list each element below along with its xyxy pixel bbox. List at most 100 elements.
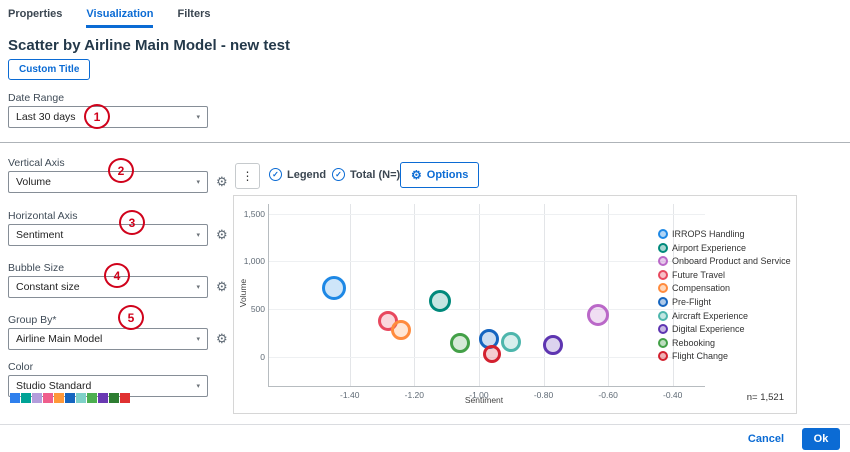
annotation-circle-3: 3 bbox=[119, 210, 145, 235]
scatter-bubble[interactable] bbox=[501, 331, 522, 352]
x-gridline bbox=[478, 204, 480, 386]
page-title: Scatter by Airline Main Model - new test bbox=[8, 37, 290, 54]
scatter-bubble[interactable] bbox=[543, 334, 564, 355]
color-swatch bbox=[76, 393, 86, 403]
horizontal-axis-select[interactable]: Sentiment ▾ bbox=[8, 224, 208, 246]
legend-marker-icon bbox=[658, 337, 668, 348]
legend-marker-icon bbox=[658, 296, 668, 307]
legend-marker-icon bbox=[658, 310, 668, 321]
legend-label: Onboard Product and Service bbox=[672, 256, 791, 267]
y-tick-label: 1,000 bbox=[243, 256, 265, 267]
vertical-axis-label: Vertical Axis bbox=[8, 157, 65, 169]
tab-properties[interactable]: Properties bbox=[8, 8, 63, 20]
gear-icon[interactable]: ⚙ bbox=[216, 227, 228, 242]
scatter-bubble[interactable] bbox=[391, 320, 412, 341]
plot-area: -1.40 -1.20 -1.00 -0.80 -0.60 -0.40 0 500 1,000 1… bbox=[244, 204, 705, 400]
x-tick-label: -0.60 bbox=[598, 390, 618, 400]
x-gridline bbox=[543, 204, 545, 386]
gear-icon[interactable]: ⚙ bbox=[216, 174, 228, 189]
date-range-value: Last 30 days bbox=[16, 111, 76, 123]
scatter-bubble[interactable] bbox=[587, 304, 610, 327]
scatter-bubble[interactable] bbox=[321, 276, 346, 301]
footer-divider bbox=[0, 424, 850, 425]
color-swatch bbox=[87, 393, 97, 403]
x-tick-label: -0.80 bbox=[533, 390, 554, 400]
legend-marker-icon bbox=[658, 324, 668, 335]
legend-item[interactable]: Onboard Product and Service bbox=[658, 256, 791, 267]
date-range-label: Date Range bbox=[8, 92, 65, 104]
tab-visualization[interactable]: Visualization bbox=[86, 8, 154, 28]
horizontal-axis-label: Horizontal Axis bbox=[8, 210, 78, 222]
tab-bar: Properties Visualization Filters bbox=[8, 8, 210, 28]
x-tick-label: -0.40 bbox=[663, 390, 683, 400]
legend-item[interactable]: Rebooking bbox=[658, 337, 791, 348]
kebab-menu-button[interactable]: ⋮ bbox=[235, 163, 260, 189]
total-toggle[interactable]: ✓ Total (N=) bbox=[332, 168, 400, 181]
group-by-value: Airline Main Model bbox=[16, 333, 103, 345]
chevron-down-icon: ▾ bbox=[196, 283, 200, 291]
chevron-down-icon: ▾ bbox=[196, 113, 200, 121]
legend-label: Rebooking bbox=[672, 337, 716, 348]
ok-button[interactable]: Ok bbox=[802, 428, 840, 450]
bubble-size-select[interactable]: Constant size ▾ bbox=[8, 276, 208, 298]
total-toggle-label: Total (N=) bbox=[350, 168, 401, 181]
legend-marker-icon bbox=[658, 269, 668, 280]
legend-marker-icon bbox=[658, 283, 668, 294]
scatter-chart: Volume -1.40 -1.20 -1.00 -0.80 -0.60 -0.40 0 50… bbox=[233, 195, 797, 414]
legend-item[interactable]: Pre-Flight bbox=[658, 296, 791, 307]
gear-icon[interactable]: ⚙ bbox=[216, 279, 228, 294]
y-gridline bbox=[269, 309, 705, 311]
legend-toggle[interactable]: ✓ Legend bbox=[269, 168, 326, 181]
options-button[interactable]: ⚙ Options bbox=[400, 162, 480, 188]
legend-item[interactable]: Airport Experience bbox=[658, 242, 791, 253]
legend-item[interactable]: Future Travel bbox=[658, 269, 791, 280]
legend-label: Digital Experience bbox=[672, 324, 745, 335]
annotation-circle-1: 1 bbox=[84, 104, 110, 129]
scatter-bubble[interactable] bbox=[429, 289, 452, 312]
legend-item[interactable]: Digital Experience bbox=[658, 324, 791, 335]
custom-title-button[interactable]: Custom Title bbox=[8, 59, 91, 80]
chevron-down-icon: ▾ bbox=[196, 382, 200, 390]
chevron-down-icon: ▾ bbox=[196, 231, 200, 239]
color-select[interactable]: Studio Standard ▾ bbox=[8, 375, 208, 397]
x-gridline bbox=[414, 204, 416, 386]
scatter-bubble[interactable] bbox=[482, 345, 501, 364]
legend-marker-icon bbox=[658, 351, 668, 362]
legend-item[interactable]: IRROPS Handling bbox=[658, 229, 791, 239]
section-divider bbox=[0, 142, 850, 143]
legend-label: Aircraft Experience bbox=[672, 310, 749, 321]
chevron-down-icon: ▾ bbox=[196, 178, 200, 186]
bubble-size-label: Bubble Size bbox=[8, 262, 65, 274]
group-by-select[interactable]: Airline Main Model ▾ bbox=[8, 328, 208, 350]
legend-item[interactable]: Compensation bbox=[658, 283, 791, 294]
gear-icon: ⚙ bbox=[411, 168, 422, 182]
vertical-axis-value: Volume bbox=[16, 176, 52, 188]
total-n-label: n= 1,521 bbox=[746, 392, 784, 403]
color-swatch bbox=[32, 393, 42, 403]
legend-label: Pre-Flight bbox=[672, 296, 712, 307]
legend-marker-icon bbox=[658, 229, 668, 239]
legend-label: Compensation bbox=[672, 283, 731, 294]
x-tick-label: -1.00 bbox=[469, 390, 489, 400]
legend-toggle-label: Legend bbox=[287, 168, 327, 181]
legend-item[interactable]: Aircraft Experience bbox=[658, 310, 791, 321]
legend-marker-icon bbox=[658, 242, 668, 253]
annotation-circle-2: 2 bbox=[108, 158, 134, 183]
check-circle-icon: ✓ bbox=[332, 168, 345, 181]
color-swatch bbox=[120, 393, 130, 403]
y-gridline bbox=[269, 261, 705, 263]
legend-label: IRROPS Handling bbox=[672, 229, 745, 239]
y-tick-label: 500 bbox=[250, 304, 265, 315]
cancel-button[interactable]: Cancel bbox=[747, 433, 784, 445]
legend-item[interactable]: Flight Change bbox=[658, 351, 791, 362]
color-swatch bbox=[43, 393, 53, 403]
color-swatch bbox=[21, 393, 31, 403]
chevron-down-icon: ▾ bbox=[196, 335, 200, 343]
gear-icon[interactable]: ⚙ bbox=[216, 331, 228, 346]
annotation-circle-5: 5 bbox=[118, 305, 144, 330]
legend-marker-icon bbox=[658, 256, 668, 267]
tab-filters[interactable]: Filters bbox=[177, 8, 211, 20]
x-gridline bbox=[349, 204, 351, 386]
scatter-bubble[interactable] bbox=[449, 332, 470, 353]
